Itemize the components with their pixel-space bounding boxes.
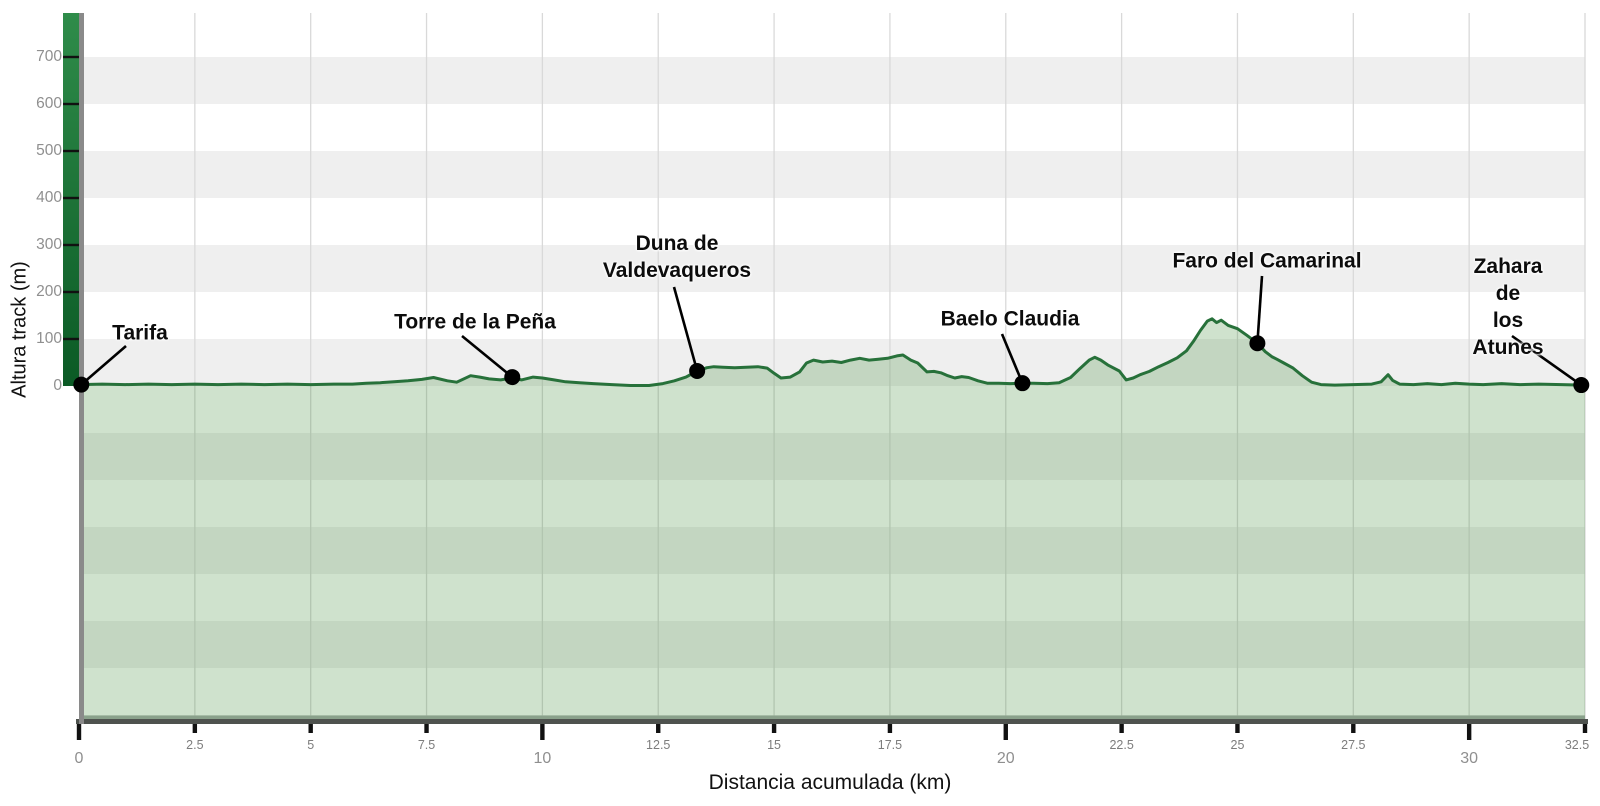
stripe-band [79,13,1585,57]
waypoint-label-tarifa: Tarifa [112,321,168,345]
x-axis-tick-mark [656,724,661,733]
x-tick-label-27-5: 27.5 [1341,738,1366,752]
stripe-band [79,668,1585,715]
waypoint-callout-line [80,345,127,386]
x-axis-tick-mark [192,724,198,733]
x-tick-label-12-5: 12.5 [646,738,671,752]
y-tick-label-400: 400 [36,189,62,206]
x-axis-tick-mark [308,724,313,733]
elevation-line [78,317,1585,387]
x-tick-label-0: 0 [74,750,84,767]
waypoint-dot [1573,377,1590,394]
x-axis-tick-mark [1119,724,1124,733]
y-tick-label-200: 200 [36,283,62,300]
y-tick-label-700: 700 [36,48,62,65]
y-tick-label-300: 300 [36,236,62,253]
x-tick-label-7-5: 7.5 [417,738,436,752]
x-tick-label-25: 25 [1230,738,1245,752]
stripe-band [79,621,1585,668]
waypoint-dot [1249,335,1266,352]
y-tick-label-600: 600 [36,95,62,112]
waypoint-callout-line [1256,275,1264,344]
x-axis-tick-mark [887,724,893,733]
x-axis-tick-mark [1351,724,1356,733]
x-axis-spine [76,719,1588,724]
waypoint-dot [689,362,706,379]
waypoint-dot [1014,375,1031,392]
stripe-band [79,527,1585,574]
x-tick-label-15: 15 [767,738,782,752]
y-tick-label-0: 0 [53,377,62,394]
y-axis-tick-mark [63,243,79,247]
x-axis-tick-mark [1003,724,1008,740]
stripe-band [79,245,1585,292]
waypoint-label-duna-de-valdevaqueros: Duna de Valdevaqueros [602,232,752,282]
x-tick-label-22-5: 22.5 [1109,738,1134,752]
x-axis-tick-mark [771,724,777,733]
x-tick-label-10: 10 [533,750,552,767]
stripe-band [79,386,1585,433]
stripe-band [79,151,1585,198]
waypoint-dot [73,376,90,393]
stripe-band [79,57,1585,104]
y-tick-label-500: 500 [36,142,62,159]
stripe-band [79,433,1585,480]
x-axis-tick-mark [76,724,82,740]
waypoint-dot [504,369,521,386]
x-axis-title: Distancia acumulada (km) [708,771,952,794]
stripe-band [79,480,1585,527]
x-axis-tick-mark [1466,724,1472,740]
y-axis-tick-mark [63,290,79,294]
waypoint-label-torre-de-la-pena: Torre de la Peña [394,310,556,334]
waypoint-label-faro-del-camarinal: Faro del Camarinal [1172,249,1362,273]
stripe-band [79,574,1585,621]
x-tick-label-32-5: 32.5 [1564,738,1590,752]
x-axis-tick-mark [1582,724,1588,733]
y-axis-tick-mark [63,55,79,59]
y-axis-tick-mark [63,102,79,106]
waypoint-callout-line [461,334,514,379]
x-axis-tick-mark [540,724,545,740]
y-axis-spine [79,13,84,724]
y-axis-tick-mark [63,337,79,341]
x-tick-label-2-5: 2.5 [186,738,204,752]
waypoint-label-zahara-de-los-atunes: Zahara de los Atunes [1472,255,1544,359]
waypoint-label-baelo-claudia: Baelo Claudia [940,307,1080,331]
stripe-band [79,198,1585,245]
y-axis-color-bar [63,13,79,386]
stripe-band [79,104,1585,151]
y-axis-tick-mark [63,149,79,153]
waypoint-callout-line [1511,334,1583,387]
y-tick-label-100: 100 [36,330,62,347]
x-axis-tick-mark [1235,724,1240,733]
stripe-band [79,292,1585,339]
x-tick-label-5: 5 [307,738,315,752]
y-axis-tick-mark [63,196,79,200]
waypoint-callout-line [672,286,699,372]
x-axis-tick-mark [424,724,429,733]
x-tick-label-30: 30 [1460,750,1479,767]
x-tick-label-17-5: 17.5 [877,738,903,752]
elevation-area [79,318,1585,719]
plot-bottom-edge [79,715,1585,719]
waypoint-callout-line [1000,333,1024,384]
x-tick-label-20: 20 [996,750,1015,767]
